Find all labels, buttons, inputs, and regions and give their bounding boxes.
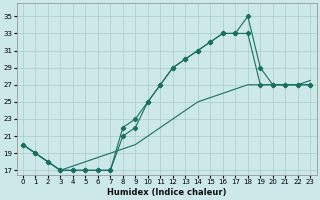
X-axis label: Humidex (Indice chaleur): Humidex (Indice chaleur)	[107, 188, 226, 197]
